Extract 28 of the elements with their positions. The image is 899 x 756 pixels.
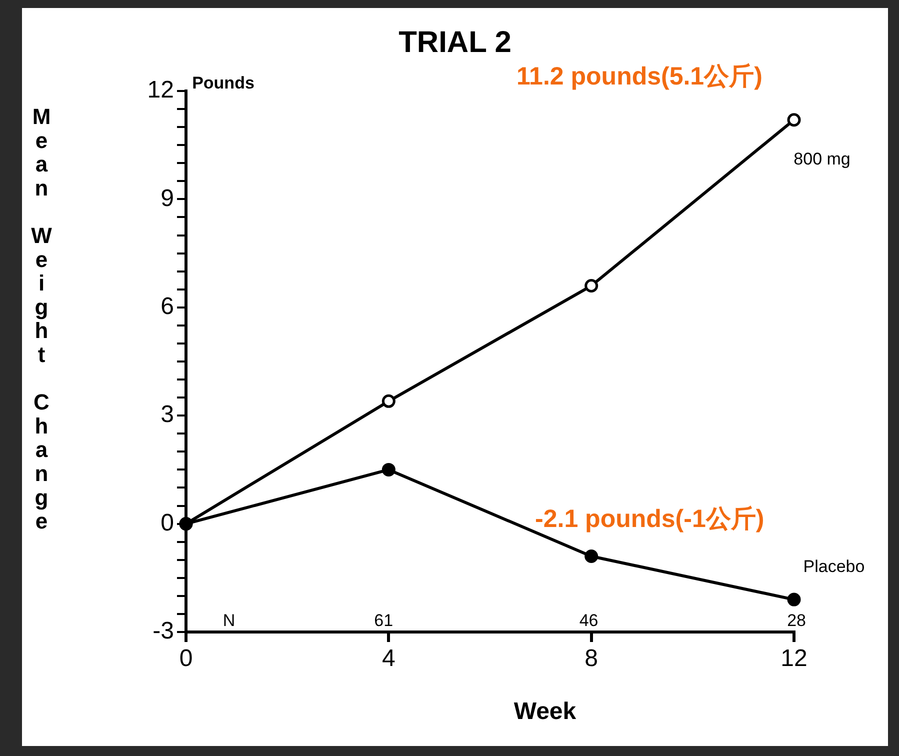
point [787, 592, 801, 606]
chart-title: TRIAL 2 [398, 26, 512, 60]
annotation: -2.1 pounds(-1公斤) [535, 505, 764, 534]
point [584, 550, 598, 564]
point [382, 394, 396, 408]
series-label: Placebo [803, 557, 865, 576]
annotation: 46 [579, 610, 598, 630]
y-tick-label: 6 [160, 293, 174, 320]
series-label: 800 mg [794, 150, 850, 169]
x-tick-label: 4 [382, 645, 396, 672]
y-tick-label: 0 [160, 509, 174, 536]
point [787, 113, 801, 127]
y-tick-label: -3 [152, 618, 174, 645]
y-tick-label: 3 [160, 401, 174, 428]
y-axis-title: Mean Weight Change [29, 104, 54, 532]
x-tick-label: 8 [584, 645, 598, 672]
point [584, 279, 598, 293]
annotation: N [222, 610, 236, 630]
x-tick-label: 12 [780, 645, 808, 672]
annotation: Pounds [192, 73, 254, 92]
annotation: 28 [787, 610, 806, 630]
text: 11.2 pounds(5.1公斤) [516, 62, 762, 91]
y-tick-label: 9 [160, 184, 174, 212]
y-tick-label: 12 [147, 76, 174, 104]
x-tick-label: 0 [179, 645, 193, 672]
x-axis-title: Week [512, 698, 578, 726]
point [382, 462, 396, 476]
annotation: 61 [374, 610, 394, 630]
